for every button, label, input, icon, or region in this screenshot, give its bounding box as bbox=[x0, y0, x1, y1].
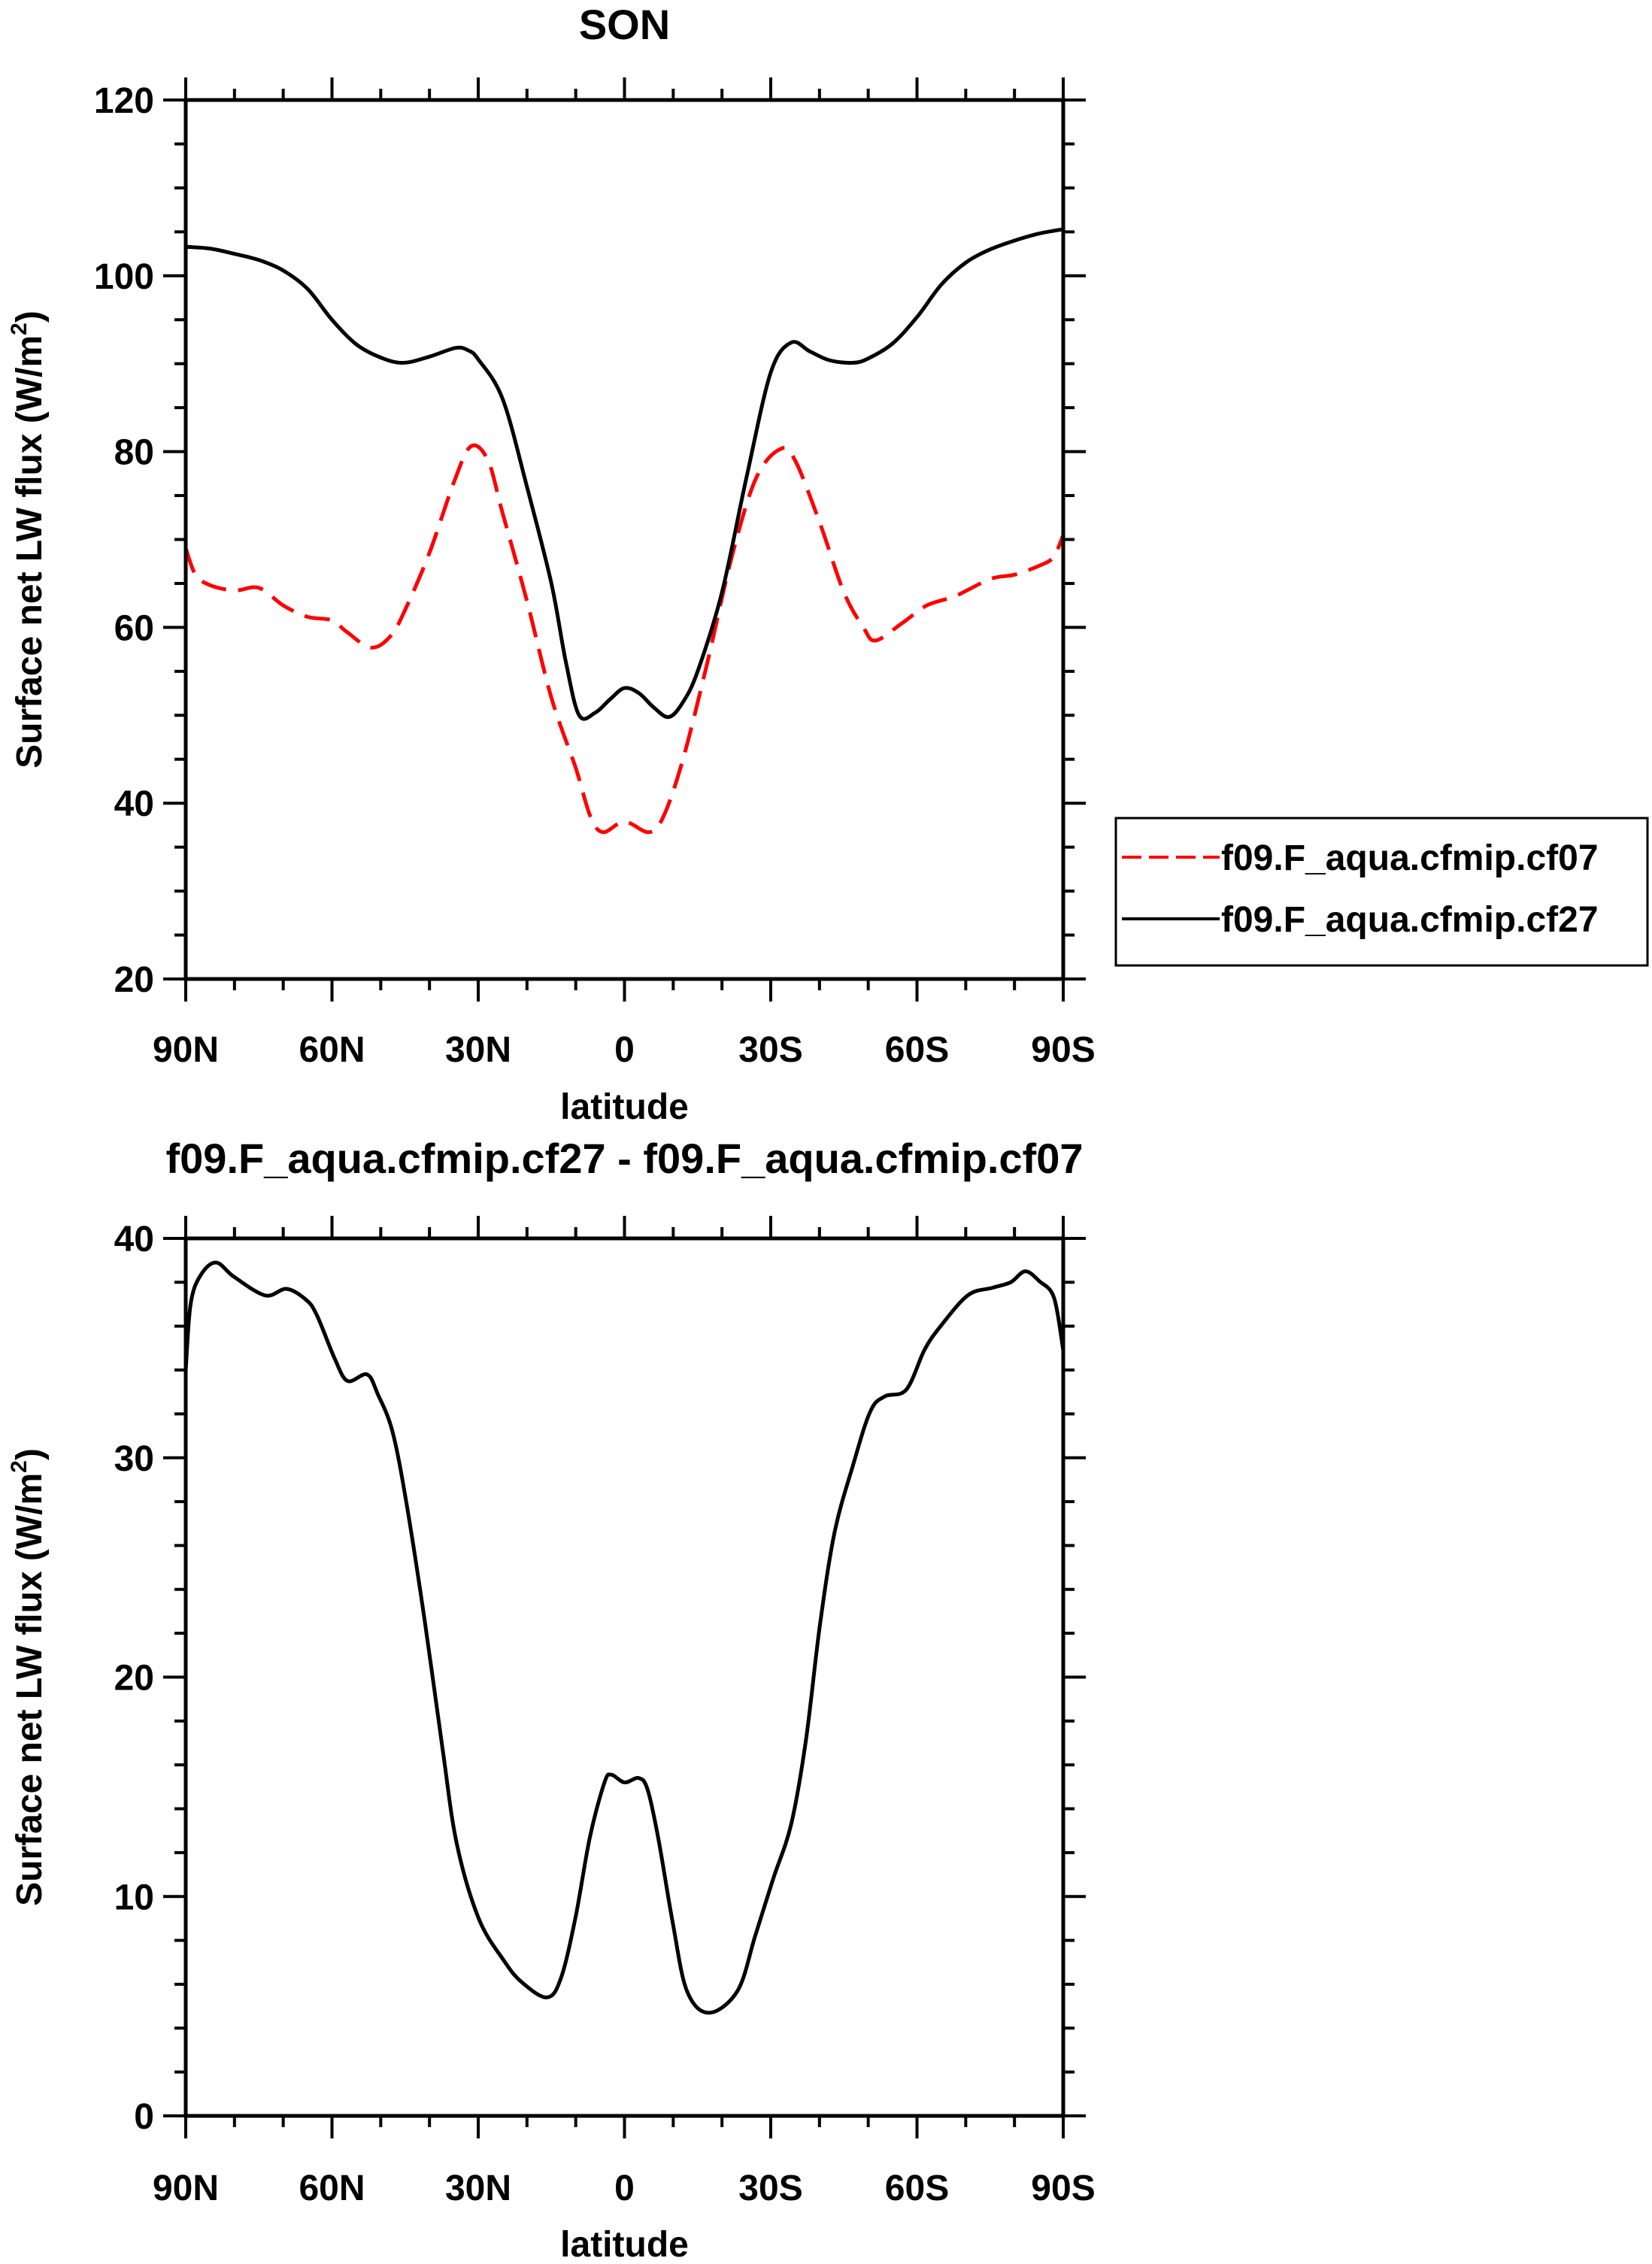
y-tick-label: 80 bbox=[114, 433, 154, 473]
legend: f09.F_aqua.cfmip.cf07 f09.F_aqua.cfmip.cf… bbox=[1114, 817, 1649, 967]
x-tick-label: 60N bbox=[299, 1030, 365, 1070]
x-tick-label: 60S bbox=[885, 2169, 949, 2208]
x-tick-label: 30N bbox=[445, 2169, 511, 2208]
y-axis-label-text: Surface net LW flux (W/m bbox=[10, 1473, 50, 1906]
x-tick-label: 90N bbox=[153, 2169, 219, 2208]
plot-frame bbox=[183, 98, 1065, 981]
series-line-1 bbox=[185, 227, 1064, 721]
x-tick-label: 30N bbox=[445, 1030, 511, 1070]
legend-box bbox=[1114, 817, 1649, 967]
y-axis-label: Surface net LW flux (W/m2) bbox=[7, 1448, 50, 1906]
legend-label: f09.F_aqua.cfmip.cf07 bbox=[1221, 838, 1599, 878]
x-tick-label: 0 bbox=[614, 2169, 635, 2208]
x-tick-label: 90S bbox=[1031, 2169, 1095, 2208]
plot-frame bbox=[183, 1236, 1065, 2118]
series-line-0 bbox=[183, 443, 1065, 835]
y-tick-label: 120 bbox=[94, 81, 154, 121]
x-axis-label: latitude bbox=[560, 1087, 689, 1127]
y-axis-label-superscript: 2 bbox=[7, 323, 32, 335]
x-axis-label: latitude bbox=[560, 2225, 689, 2264]
y-axis-label: Surface net LW flux (W/m2) bbox=[7, 311, 50, 768]
series-line-0 bbox=[183, 1260, 1065, 2015]
y-axis-label-text: Surface net LW flux (W/m bbox=[10, 335, 50, 768]
chart-title: SON bbox=[579, 1, 670, 48]
x-tick-label: 0 bbox=[614, 1030, 635, 1070]
y-tick-label: 40 bbox=[114, 784, 154, 824]
x-tick-label: 60S bbox=[885, 1030, 949, 1070]
x-tick-label: 30S bbox=[738, 2169, 802, 2208]
plot-seasonal-mean: SON 90N 60N 30N 0 30S 60S 90S 20 40 60 80 100 120 lati… bbox=[7, 1, 1096, 1127]
y-tick-label: 10 bbox=[114, 1878, 154, 1917]
y-axis-label-end: ) bbox=[10, 311, 50, 323]
y-tick-label: 20 bbox=[114, 1659, 154, 1699]
chart-title: f09.F_aqua.cfmip.cf27 - f09.F_aqua.cfmip… bbox=[166, 1135, 1084, 1182]
y-axis-label-superscript: 2 bbox=[7, 1460, 32, 1473]
y-tick-label: 100 bbox=[94, 257, 154, 297]
y-tick-label: 0 bbox=[134, 2097, 154, 2137]
y-tick-label: 60 bbox=[114, 608, 154, 648]
y-tick-label: 30 bbox=[114, 1439, 154, 1479]
x-tick-label: 30S bbox=[738, 1030, 802, 1070]
y-tick-label: 40 bbox=[114, 1220, 154, 1259]
x-tick-label: 60N bbox=[299, 2169, 365, 2208]
y-tick-label: 20 bbox=[114, 960, 154, 1000]
legend-label: f09.F_aqua.cfmip.cf27 bbox=[1221, 900, 1599, 940]
x-tick-label: 90N bbox=[153, 1030, 219, 1070]
y-axis-label-end: ) bbox=[10, 1448, 50, 1460]
plot-difference: f09.F_aqua.cfmip.cf27 - f09.F_aqua.cfmip… bbox=[7, 1135, 1096, 2264]
x-tick-label: 90S bbox=[1031, 1030, 1095, 1070]
